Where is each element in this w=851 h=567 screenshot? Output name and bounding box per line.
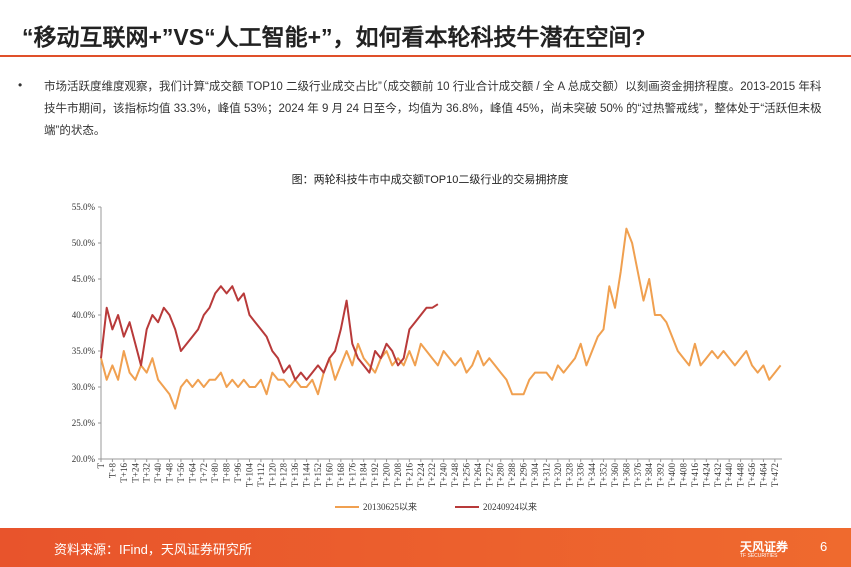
paragraph: 市场活跃度维度观察，我们计算“成交额 TOP10 二级行业成交占比”（成交额前 … bbox=[44, 81, 822, 137]
x-tick-label: T+24 bbox=[130, 463, 140, 483]
x-tick-label: T+120 bbox=[267, 463, 277, 488]
y-tick-label: 45.0% bbox=[72, 274, 96, 284]
footer-bar bbox=[0, 528, 851, 567]
chart-title: 图：两轮科技牛市中成交额TOP10二级行业的交易拥挤度 bbox=[292, 172, 569, 186]
x-tick-label: T+160 bbox=[324, 463, 334, 488]
page-number: 6 bbox=[820, 539, 828, 554]
series-line bbox=[100, 285, 439, 381]
legend-label: 20240924以来 bbox=[483, 502, 537, 512]
x-tick-label: T+88 bbox=[222, 463, 232, 483]
y-tick-label: 35.0% bbox=[72, 346, 96, 356]
x-tick-label: T+168 bbox=[336, 463, 346, 488]
x-tick-label: T+8 bbox=[107, 463, 117, 479]
title-rule bbox=[0, 55, 851, 57]
x-tick-label: T+136 bbox=[290, 463, 300, 488]
y-tick-label: 25.0% bbox=[72, 418, 96, 428]
x-tick-label: T+448 bbox=[736, 463, 746, 488]
x-tick-label: T+104 bbox=[244, 463, 254, 488]
x-tick-label: T+208 bbox=[393, 463, 403, 488]
x-tick-label: T+80 bbox=[210, 463, 220, 483]
x-tick-label: T+344 bbox=[587, 463, 597, 488]
x-tick-label: T+96 bbox=[233, 463, 243, 483]
x-tick-label: T+128 bbox=[279, 463, 289, 488]
x-tick-label: T+232 bbox=[427, 463, 437, 487]
x-tick-label: T+112 bbox=[256, 463, 266, 487]
x-tick-label: T+424 bbox=[701, 463, 711, 488]
x-tick-label: T+392 bbox=[656, 463, 666, 487]
x-tick-label: T+280 bbox=[496, 463, 506, 488]
x-tick-label: T+272 bbox=[484, 463, 494, 487]
x-tick-label: T+256 bbox=[461, 463, 471, 488]
y-tick-label: 50.0% bbox=[72, 238, 96, 248]
bullet: • bbox=[18, 78, 23, 92]
x-tick-label: T+56 bbox=[176, 463, 186, 483]
x-tick-label: T+32 bbox=[142, 463, 152, 483]
chart: 图：两轮科技牛市中成交额TOP10二级行业的交易拥挤度 20.0% 25.0% 30… bbox=[72, 172, 782, 512]
x-tick-label: T+264 bbox=[473, 463, 483, 488]
x-tick-label: T+432 bbox=[713, 463, 723, 487]
x-tick-label: T+200 bbox=[382, 463, 392, 488]
x-tick-label: T+224 bbox=[416, 463, 426, 488]
x-tick-label: T+16 bbox=[119, 463, 129, 483]
source-note: 资料来源：IFind，天风证券研究所 bbox=[54, 542, 252, 557]
x-tick-label: T+328 bbox=[564, 463, 574, 488]
x-tick-label: T+400 bbox=[667, 463, 677, 488]
x-tick-label: T+456 bbox=[747, 463, 757, 488]
x-tick-label: T+408 bbox=[678, 463, 688, 488]
legend-label: 20130625以来 bbox=[363, 502, 417, 512]
x-tick-label: T+464 bbox=[758, 463, 768, 488]
x-tick-label: T+352 bbox=[599, 463, 609, 487]
logo-sub: TF SECURITIES bbox=[740, 553, 778, 559]
x-tick-label: T+288 bbox=[507, 463, 517, 488]
y-tick-label: 20.0% bbox=[72, 454, 96, 464]
x-tick-label: T+368 bbox=[621, 463, 631, 488]
x-tick-label: T+152 bbox=[313, 463, 323, 487]
x-tick-label: T+248 bbox=[450, 463, 460, 488]
x-tick-label: T+72 bbox=[199, 463, 209, 483]
x-tick-label: T+240 bbox=[439, 463, 449, 488]
x-tick-label: T+144 bbox=[302, 463, 312, 488]
x-tick-label: T+64 bbox=[187, 463, 197, 483]
series-line bbox=[100, 227, 782, 410]
x-tick-label: T+312 bbox=[541, 463, 551, 487]
slide-title: “移动互联网+”VS“人工智能+”，如何看本轮科技牛潜在空间? bbox=[22, 24, 646, 50]
x-tick-label: T+416 bbox=[690, 463, 700, 488]
y-tick-label: 30.0% bbox=[72, 382, 96, 392]
x-tick-label: T+184 bbox=[359, 463, 369, 488]
x-tick-label: T+360 bbox=[610, 463, 620, 488]
x-tick-label: T+176 bbox=[347, 463, 357, 488]
x-tick-label: T+304 bbox=[530, 463, 540, 488]
y-tick-label: 55.0% bbox=[72, 202, 96, 212]
x-tick-label: T+296 bbox=[519, 463, 529, 488]
x-tick-label: T+336 bbox=[576, 463, 586, 488]
x-tick-label: T+40 bbox=[153, 463, 163, 483]
x-tick-label: T+192 bbox=[370, 463, 380, 487]
x-tick-label: T+376 bbox=[633, 463, 643, 488]
y-tick-label: 40.0% bbox=[72, 310, 96, 320]
x-tick-label: T+48 bbox=[165, 463, 175, 483]
x-tick-label: T+320 bbox=[553, 463, 563, 488]
x-tick-label: T bbox=[96, 463, 106, 469]
x-tick-label: T+440 bbox=[724, 463, 734, 488]
logo: 天风证券 bbox=[740, 540, 789, 554]
x-tick-label: T+216 bbox=[404, 463, 414, 488]
x-tick-label: T+384 bbox=[644, 463, 654, 488]
x-tick-label: T+472 bbox=[770, 463, 780, 487]
